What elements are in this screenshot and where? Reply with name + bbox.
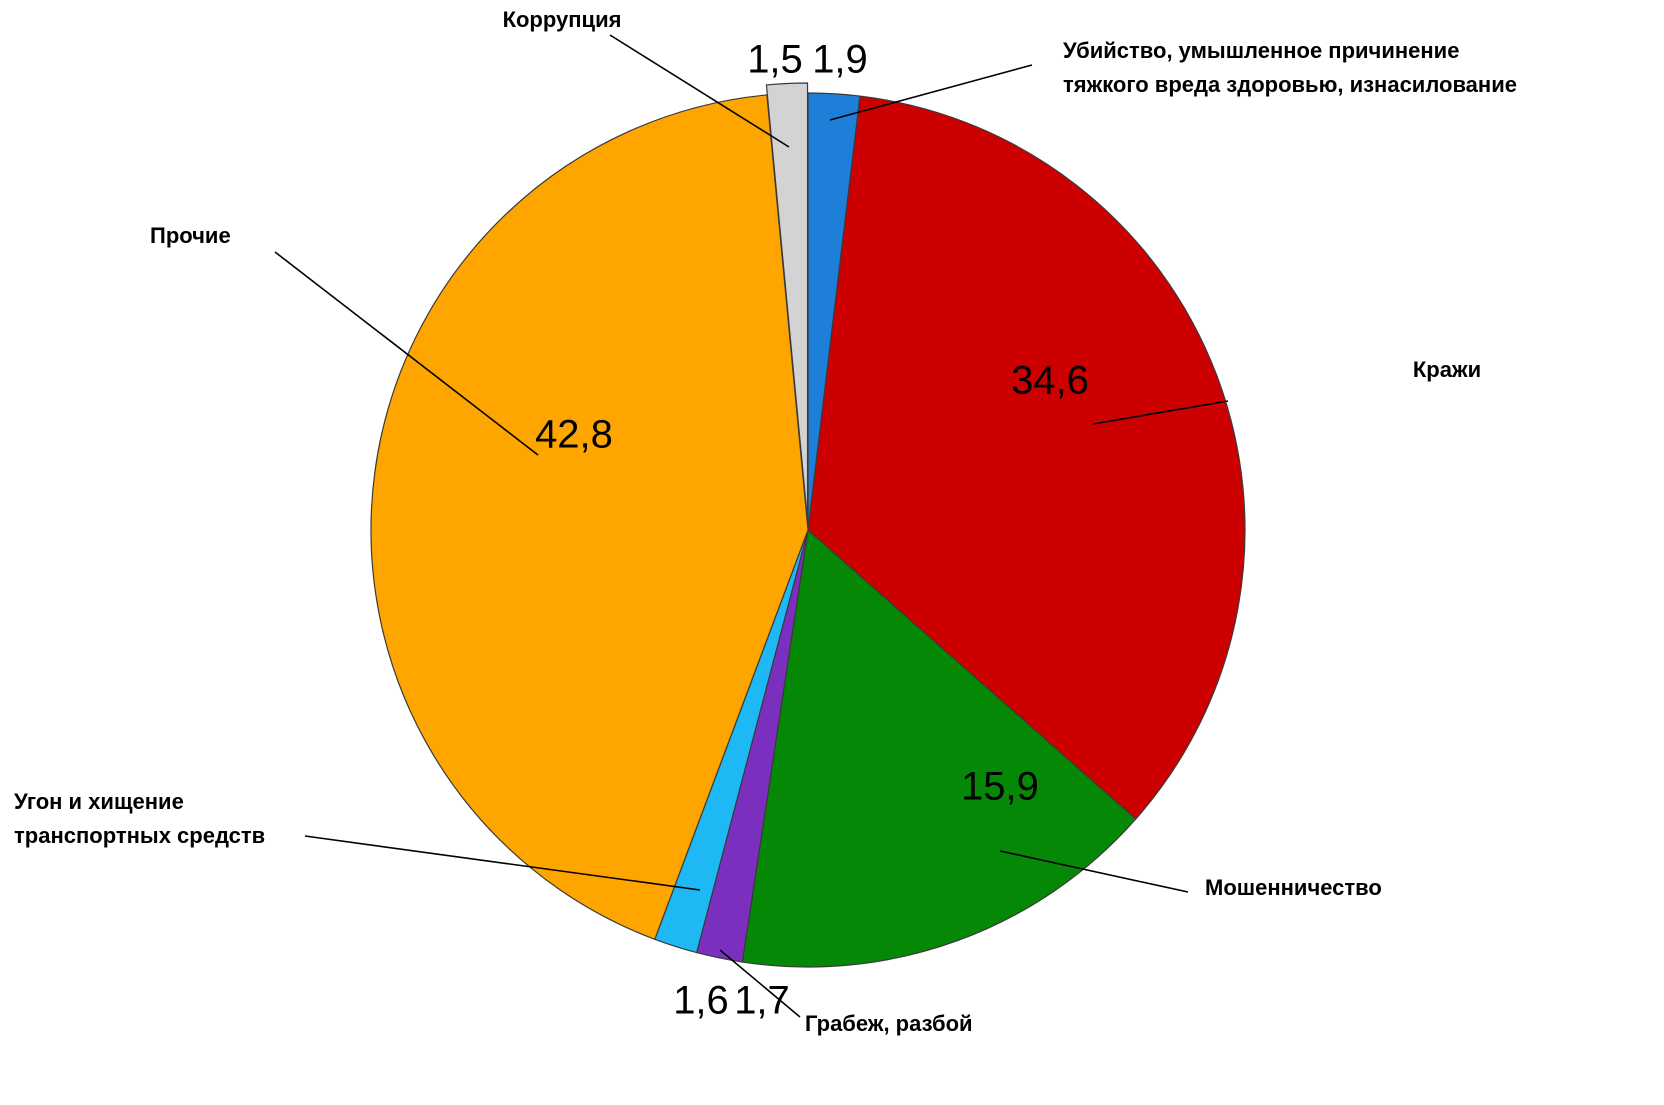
leader-line-robbery: [719, 949, 801, 1018]
value-label-violent-crimes: 1,9: [812, 38, 868, 82]
value-label-robbery: 1,7: [734, 979, 790, 1023]
value-label-corruption: 1,5: [747, 38, 803, 82]
category-label-other: Прочие: [150, 223, 231, 248]
category-label-robbery: Грабеж, разбой: [805, 1011, 973, 1036]
category-labels: Убийство, умышленное причинение тяжкого в…: [14, 7, 1517, 1036]
leader-line-other: [274, 251, 539, 456]
category-label-corruption: Коррупция: [503, 7, 622, 32]
value-label-vehicle-theft: 1,6: [673, 979, 729, 1023]
leader-line-vehicle-theft: [304, 835, 701, 891]
leader-line-fraud: [999, 850, 1189, 893]
value-label-fraud: 15,9: [961, 765, 1039, 809]
category-label-theft: Кражи: [1413, 357, 1481, 382]
value-label-theft: 34,6: [1011, 359, 1089, 403]
category-label-vehicle-theft: Угон и хищение транспортных средств: [14, 789, 265, 848]
leader-line-violent-crimes: [829, 64, 1033, 121]
leader-line-theft: [1092, 400, 1229, 425]
pie-slice-theft: [807, 95, 1246, 820]
category-label-fraud: Мошенничество: [1205, 875, 1382, 900]
category-label-violent-crimes: Убийство, умышленное причинение тяжкого в…: [1063, 38, 1517, 97]
leader-line-corruption: [609, 34, 790, 148]
leader-lines: [274, 34, 1229, 1018]
pie-slices: [370, 82, 1246, 968]
pie-slice-fraud: [741, 528, 1137, 968]
pie-slice-corruption: [765, 82, 809, 521]
value-label-other: 42,8: [535, 413, 613, 457]
value-labels: 1,9 34,6 15,9 1,71,6 42,8 1,5: [535, 38, 1089, 1023]
pie-slice-other: [370, 94, 809, 941]
